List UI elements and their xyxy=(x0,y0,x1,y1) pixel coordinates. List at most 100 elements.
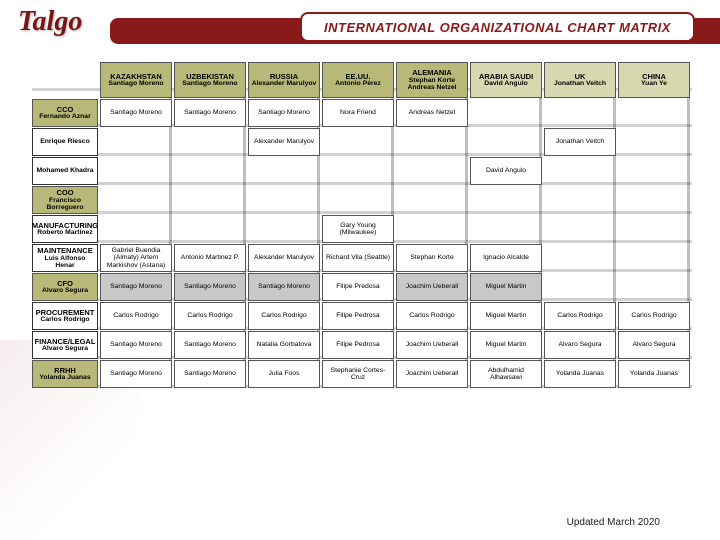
row-header: COOFrancisco Borreguero xyxy=(32,186,98,214)
column-header: UZBEKISTANSantiago Moreno xyxy=(174,62,246,98)
column-header: KAZAKHSTANSantiago Moreno xyxy=(100,62,172,98)
matrix-cell: Santiago Moreno xyxy=(174,273,246,301)
row-header: Mohamed Khadra xyxy=(32,157,98,185)
matrix-cell: Yolanda Juanas xyxy=(544,360,616,388)
cell-value: Filipe Predosa xyxy=(336,283,379,290)
page-title: INTERNATIONAL ORGANIZATIONAL CHART MATRI… xyxy=(300,12,695,42)
cell-value: Alvaro Segura xyxy=(558,341,601,348)
country-label: ARABIA SAUDI xyxy=(479,73,533,81)
cell-value: Santiago Moreno xyxy=(184,341,236,348)
matrix-cell: Andreas Netzel xyxy=(396,99,468,127)
matrix-cell xyxy=(618,215,690,243)
row-subtitle: Alvaro Segura xyxy=(42,345,88,352)
matrix-cell: Filipe Pedrosa xyxy=(322,302,394,330)
row-title: MAINTENANCE xyxy=(37,247,92,255)
matrix-cell: Carlos Rodrigo xyxy=(618,302,690,330)
cell-value: Santiago Moreno xyxy=(110,109,162,116)
matrix-cell xyxy=(544,99,616,127)
cell-value: Miguel Martin xyxy=(486,283,527,290)
matrix-cell xyxy=(618,99,690,127)
cell-value: Antonio Martinez P. xyxy=(181,254,239,261)
cell-value: Abdulhamid Alhawsawi xyxy=(473,367,539,381)
country-lead: Antonio Pérez xyxy=(335,80,381,87)
org-chart-matrix: KAZAKHSTANSantiago MorenoUZBEKISTANSanti… xyxy=(32,62,692,388)
cell-value: Santiago Moreno xyxy=(258,283,310,290)
matrix-cell: Santiago Moreno xyxy=(174,360,246,388)
matrix-cell xyxy=(618,273,690,301)
cell-value: Yolanda Juanas xyxy=(556,370,604,377)
country-lead: Alexander Marulyov xyxy=(252,80,317,87)
row-subtitle: Enrique Riesco xyxy=(40,138,89,145)
matrix-cell xyxy=(396,215,468,243)
country-label: UK xyxy=(575,73,586,81)
cell-value: Miguel Martin xyxy=(486,341,527,348)
cell-value: Alexander Marulyov xyxy=(254,138,314,145)
cell-value: Nora Friend xyxy=(340,109,376,116)
matrix-cell: Carlos Rodrigo xyxy=(544,302,616,330)
country-lead: Jonathan Veitch xyxy=(554,80,606,87)
row-subtitle: Roberto Martinez xyxy=(37,229,93,236)
cell-value: Stephan Korte xyxy=(410,254,453,261)
row-header: MAINTENANCELuis Alfonso Henar xyxy=(32,244,98,272)
country-lead: Stephan Korte Andreas Netzel xyxy=(399,77,465,91)
matrix-cell xyxy=(470,186,542,214)
matrix-cell: Joachim Ueberall xyxy=(396,360,468,388)
matrix-cell: Alvaro Segura xyxy=(618,331,690,359)
matrix-cell: Miguel Martin xyxy=(470,273,542,301)
column-header: UKJonathan Veitch xyxy=(544,62,616,98)
matrix-cell xyxy=(618,186,690,214)
cell-value: Jonathan Veitch xyxy=(556,138,604,145)
matrix-cell: Santiago Moreno xyxy=(248,273,320,301)
row-header: PROCUREMENTCarlos Rodrigo xyxy=(32,302,98,330)
matrix-cell xyxy=(322,186,394,214)
column-header: CHINAYuan Ye xyxy=(618,62,690,98)
matrix-cell xyxy=(322,128,394,156)
row-subtitle: Mohamed Khadra xyxy=(36,167,93,174)
cell-value: Santiago Moreno xyxy=(110,370,162,377)
column-header: ARABIA SAUDIDavid Angulo xyxy=(470,62,542,98)
cell-value: Gary Young (Milwaukee) xyxy=(325,222,391,236)
cell-value: Santiago Moreno xyxy=(110,283,162,290)
country-label: EE.UU. xyxy=(345,73,370,81)
matrix-cell: Carlos Rodrigo xyxy=(174,302,246,330)
matrix-cell xyxy=(618,128,690,156)
matrix-cell xyxy=(544,186,616,214)
matrix-cell: Gary Young (Milwaukee) xyxy=(322,215,394,243)
matrix-cell: Alvaro Segura xyxy=(544,331,616,359)
cell-value: Miguel Martin xyxy=(486,312,527,319)
matrix-cell: Natalia Gorbatova xyxy=(248,331,320,359)
cell-value: Filipe Pedrosa xyxy=(336,341,379,348)
matrix-cell: Santiago Moreno xyxy=(174,99,246,127)
cell-value: Alvaro Segura xyxy=(632,341,675,348)
row-header: MANUFACTURINGRoberto Martinez xyxy=(32,215,98,243)
matrix-cell: Jonathan Veitch xyxy=(544,128,616,156)
cell-value: Natalia Gorbatova xyxy=(257,341,312,348)
matrix-cell: Antonio Martinez P. xyxy=(174,244,246,272)
row-header: Enrique Riesco xyxy=(32,128,98,156)
matrix-cell: Carlos Rodrigo xyxy=(248,302,320,330)
row-subtitle: Carlos Rodrigo xyxy=(40,316,89,323)
corner-spacer xyxy=(32,62,98,98)
matrix-cell xyxy=(470,215,542,243)
matrix-cell: Carlos Rodrigo xyxy=(100,302,172,330)
cell-value: Andreas Netzel xyxy=(409,109,455,116)
matrix-cell xyxy=(174,157,246,185)
matrix-cell: Ignacio Alcalde xyxy=(470,244,542,272)
cell-value: Gabriel Buendia (Almaty) Artem Markishov… xyxy=(103,247,169,268)
cell-value: Carlos Rodrigo xyxy=(187,312,232,319)
matrix-cell xyxy=(100,215,172,243)
cell-value: Santiago Moreno xyxy=(184,109,236,116)
row-header: CCOFernando Aznar xyxy=(32,99,98,127)
cell-value: Joachim Ueberall xyxy=(406,283,459,290)
matrix-cell: Alexander Marulyov xyxy=(248,244,320,272)
matrix-cell: Santiago Moreno xyxy=(174,331,246,359)
cell-value: Joachim Ueberall xyxy=(406,370,459,377)
row-subtitle: Francisco Borreguero xyxy=(35,197,95,211)
row-subtitle: Luis Alfonso Henar xyxy=(35,255,95,269)
cell-value: Carlos Rodrigo xyxy=(557,312,602,319)
row-title: RRHH xyxy=(54,367,76,375)
matrix-cell xyxy=(100,128,172,156)
matrix-cell xyxy=(100,186,172,214)
matrix-cell xyxy=(470,128,542,156)
matrix-cell: Gabriel Buendia (Almaty) Artem Markishov… xyxy=(100,244,172,272)
